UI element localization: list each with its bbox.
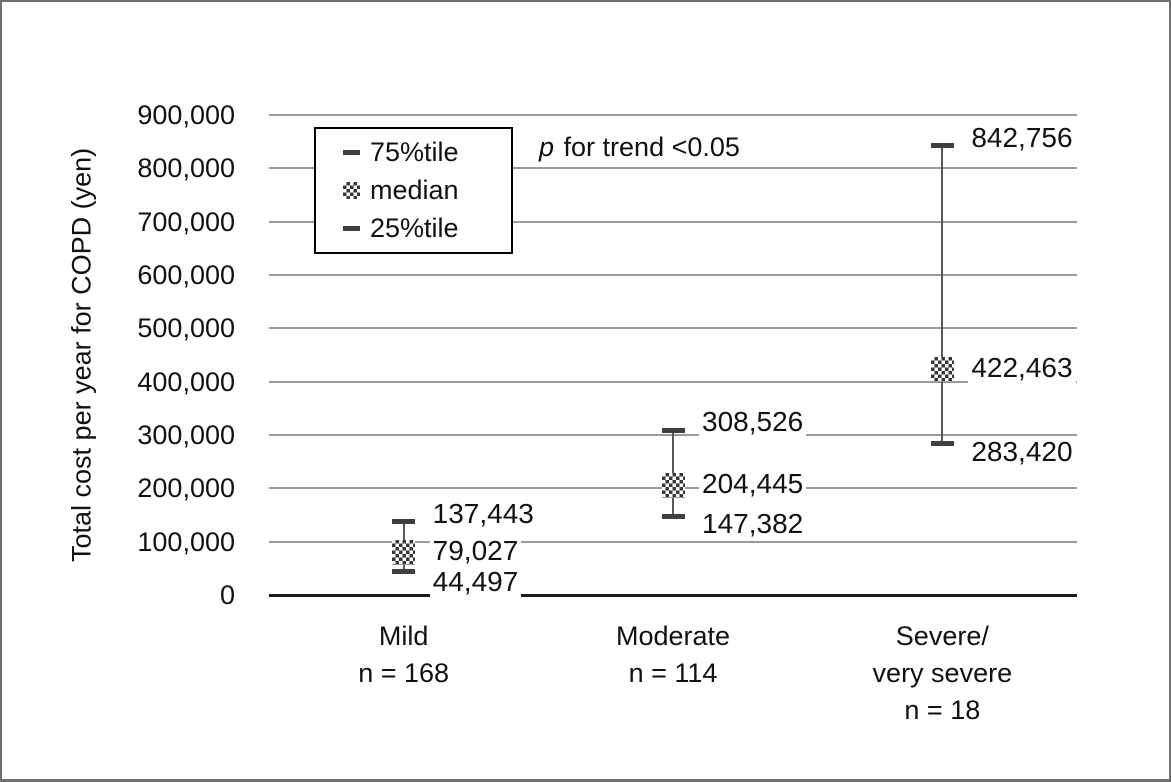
gridline [269, 220, 1077, 223]
q75-cap [930, 143, 954, 149]
category-label-line: n = 18 [904, 695, 981, 725]
y-tick-label: 0 [219, 580, 235, 610]
value-label-median: 422,463 [968, 352, 1076, 383]
legend-label-median: median [370, 175, 459, 205]
category-label-line: Severe/ [895, 621, 989, 651]
value-label-median: 79,027 [429, 535, 522, 566]
percentile25-dash-icon [343, 226, 360, 231]
legend-item-75tile: 75%tile [343, 134, 511, 172]
value-label-75tile: 842,756 [968, 122, 1076, 153]
y-axis-title: Total cost per year for COPD (yen) [66, 147, 97, 563]
category-label: Moderate n = 114 [543, 618, 803, 692]
p-trend-text: for trend <0.05 [556, 132, 740, 162]
value-label-75tile: 308,526 [699, 407, 807, 438]
median-marker [661, 473, 685, 499]
gridline [269, 380, 1077, 383]
category-label-line: Mild [378, 621, 429, 651]
value-label-median: 204,445 [699, 468, 807, 499]
whisker-line [672, 430, 674, 517]
value-label-25tile: 147,382 [699, 509, 807, 540]
legend-item-25tile: 25%tile [343, 210, 511, 248]
q25-cap [661, 513, 685, 519]
category-label-line: n = 168 [358, 658, 450, 688]
category-label: Mild n = 168 [274, 618, 534, 692]
category-label-line: very severe [872, 658, 1013, 688]
y-tick-label: 300,000 [137, 420, 235, 450]
legend-label-75tile: 75%tile [370, 137, 459, 167]
legend-item-median: median [343, 172, 511, 210]
q75-cap [661, 427, 685, 433]
q25-cap [930, 441, 954, 447]
value-label-25tile: 283,420 [968, 436, 1076, 467]
gridline [269, 540, 1077, 543]
p-symbol: p [539, 132, 555, 162]
legend-label-25tile: 25%tile [370, 213, 459, 243]
y-tick-label: 700,000 [137, 206, 235, 237]
y-tick-label: 900,000 [137, 100, 235, 130]
median-marker [930, 357, 954, 383]
category-label-line: Moderate [615, 621, 731, 651]
value-label-25tile: 44,497 [429, 566, 522, 597]
y-tick-label: 200,000 [137, 473, 235, 504]
value-label-75tile: 137,443 [429, 498, 537, 529]
y-tick-label: 500,000 [137, 313, 235, 344]
y-tick-label: 600,000 [137, 260, 235, 290]
y-tick-label: 800,000 [137, 153, 235, 184]
gridline [269, 274, 1077, 276]
gridline [269, 167, 1077, 170]
p-trend-annotation: p for trend <0.05 [539, 132, 740, 162]
x-axis-line [269, 593, 1077, 597]
category-label: Severe/very severe n = 18 [812, 618, 1072, 729]
y-tick-label: 400,000 [137, 366, 235, 397]
gridline [269, 114, 1077, 116]
gridline [269, 327, 1077, 330]
percentile75-dash-icon [343, 150, 360, 155]
legend: 75%tile median 25%tile [314, 127, 513, 254]
median-checker-icon [343, 182, 360, 199]
median-marker [392, 540, 416, 566]
whisker-line [941, 145, 944, 444]
y-tick-label: 100,000 [137, 526, 235, 557]
q75-cap [392, 519, 416, 525]
q25-cap [392, 568, 416, 574]
category-label-line: n = 114 [628, 658, 718, 688]
